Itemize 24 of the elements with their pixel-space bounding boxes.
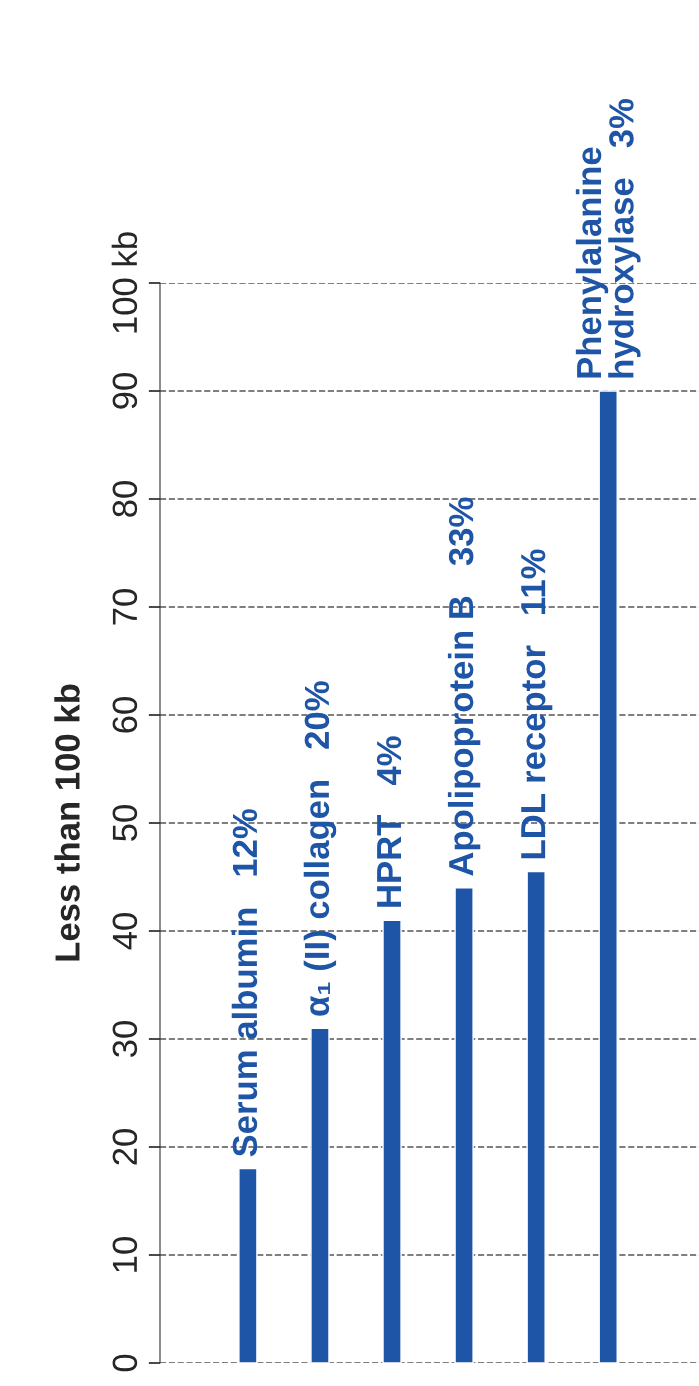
y-tick-label: 90 — [112, 373, 138, 409]
y-tick-label: 100 kb — [111, 232, 138, 333]
y-tick-label: 60 — [112, 697, 138, 733]
x-tick-label: Apolipoprotein B 33% — [447, 497, 481, 876]
y-tick-label: 20 — [112, 1129, 138, 1165]
y-tick-label: 10 — [112, 1237, 138, 1272]
bar — [598, 390, 618, 1363]
bar — [238, 1167, 258, 1363]
y-tick-label: 80 — [112, 481, 138, 517]
bar — [310, 1027, 330, 1363]
y-tick-label: 50 — [112, 805, 138, 841]
bar — [454, 887, 474, 1363]
x-tick-label: Phenylalanine hydroxylase 3% — [575, 99, 641, 378]
x-tick-label: α₁ (II) collagen 20% — [303, 681, 337, 1016]
bar — [382, 919, 402, 1363]
bar — [526, 870, 546, 1363]
y-tick-label: 40 — [112, 913, 138, 950]
y-axis-title: Less than 100 kb — [54, 684, 80, 961]
x-tick-label: LDL receptor 11% — [520, 549, 553, 859]
y-tick-label: 0 — [112, 1354, 138, 1372]
x-tick-label: Serum albumin 12% — [231, 809, 258, 1157]
y-tick-label: 70 — [112, 589, 138, 625]
x-tick-label: HPRT 4% — [376, 736, 402, 907]
y-tick-label: 30 — [112, 1021, 138, 1057]
